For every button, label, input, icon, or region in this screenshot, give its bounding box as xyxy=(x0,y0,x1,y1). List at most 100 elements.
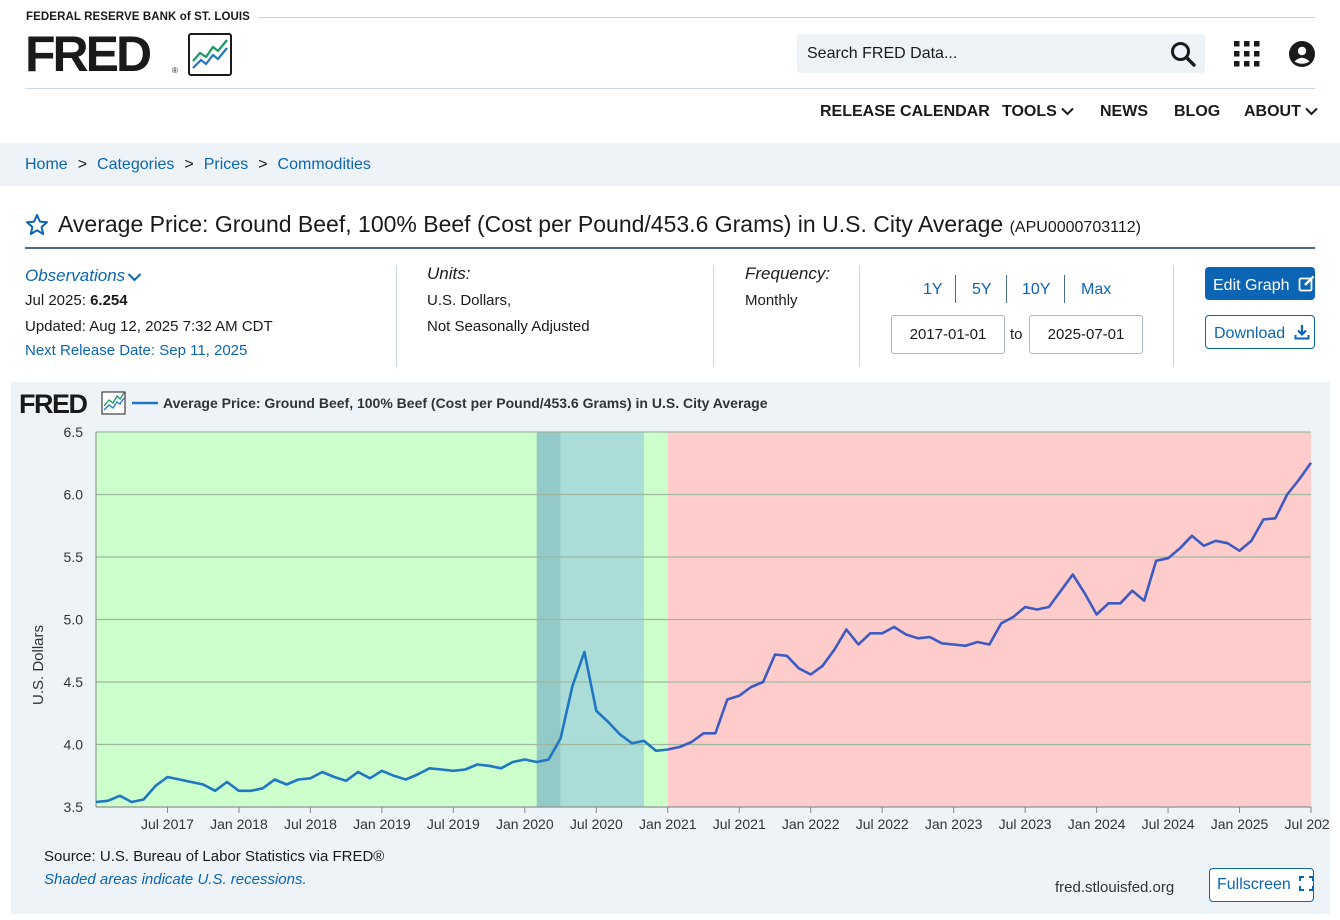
site-link[interactable]: fred.stlouisfed.org xyxy=(1055,879,1175,896)
edit-graph-label: Edit Graph xyxy=(1213,277,1290,294)
breadcrumb-commodities[interactable]: Commodities xyxy=(277,156,371,173)
breadcrumb-bar: Home > Categories > Prices > Commodities xyxy=(0,143,1340,186)
graph-panel: FRED Average Price: Ground Beef, 100% Be… xyxy=(11,382,1330,914)
series-id: (APU0000703112) xyxy=(1009,219,1141,236)
units-value-line1: U.S. Dollars, xyxy=(427,292,512,309)
obs-value: 6.254 xyxy=(90,292,128,309)
page-title: Average Price: Ground Beef, 100% Beef (C… xyxy=(58,211,1141,238)
breadcrumb-categories[interactable]: Categories xyxy=(97,156,175,173)
search-icon[interactable] xyxy=(1169,40,1197,68)
recession-note: Shaded areas indicate U.S. recessions. xyxy=(44,871,307,888)
apps-grid-icon[interactable] xyxy=(1234,41,1260,67)
range-1y-button[interactable]: 1Y xyxy=(923,281,943,298)
latest-observation: Jul 2025: 6.254 xyxy=(25,292,128,309)
x-tick-label: Jan 2020 xyxy=(496,816,554,832)
breadcrumb-separator: > xyxy=(184,156,194,173)
y-tick-label: 5.5 xyxy=(64,549,84,565)
chevron-down-icon xyxy=(1305,108,1318,116)
source-text: Source: U.S. Bureau of Labor Statistics … xyxy=(44,848,385,865)
x-tick-label: Jul 2020 xyxy=(570,816,623,832)
y-tick-label: 6.0 xyxy=(64,487,84,503)
x-tick-label: Jul 2025 xyxy=(1285,816,1330,832)
end-date-input[interactable] xyxy=(1029,315,1143,354)
logo-registered-mark: ® xyxy=(172,66,178,75)
nav-news[interactable]: NEWS xyxy=(1100,103,1148,120)
x-tick-label: Jan 2019 xyxy=(353,816,411,832)
x-tick-label: Jul 2022 xyxy=(856,816,909,832)
x-tick-label: Jan 2022 xyxy=(782,816,840,832)
units-value-line2: Not Seasonally Adjusted xyxy=(427,318,590,335)
breadcrumb-home[interactable]: Home xyxy=(25,156,68,173)
x-tick-label: Jul 2024 xyxy=(1142,816,1195,832)
user-account-icon[interactable] xyxy=(1289,41,1315,67)
range-10y-button[interactable]: 10Y xyxy=(1022,281,1051,298)
y-tick-label: 3.5 xyxy=(64,799,84,815)
x-tick-label: Jan 2025 xyxy=(1211,816,1269,832)
x-tick-label: Jul 2023 xyxy=(999,816,1052,832)
expand-icon xyxy=(1299,876,1315,891)
y-tick-label: 4.5 xyxy=(64,674,84,690)
next-release-link[interactable]: Next Release Date: Sep 11, 2025 xyxy=(25,342,248,359)
fullscreen-label: Fullscreen xyxy=(1217,876,1291,893)
range-separator xyxy=(955,275,956,303)
series-line-early xyxy=(95,650,668,804)
chevron-down-icon xyxy=(1061,108,1074,116)
series-line-late xyxy=(667,462,1313,751)
x-tick-label: Jan 2021 xyxy=(639,816,697,832)
range-5y-button[interactable]: 5Y xyxy=(972,281,992,298)
units-label: Units: xyxy=(427,264,471,283)
nav-about-label: ABOUT xyxy=(1244,103,1301,120)
x-tick-label: Jan 2023 xyxy=(925,816,983,832)
start-date-input[interactable] xyxy=(891,315,1005,354)
y-tick-label: 4.0 xyxy=(64,737,84,753)
observations-toggle[interactable]: Observations xyxy=(25,266,142,286)
series-title-text: Average Price: Ground Beef, 100% Beef (C… xyxy=(58,211,1004,237)
x-tick-label: Jul 2017 xyxy=(141,816,194,832)
date-to-label: to xyxy=(1010,326,1023,343)
fullscreen-button[interactable]: Fullscreen xyxy=(1209,868,1315,902)
x-tick-label: Jan 2018 xyxy=(210,816,268,832)
search-input[interactable] xyxy=(807,34,1157,73)
org-name: FEDERAL RESERVE BANK of ST. LOUIS xyxy=(26,11,250,23)
nav-tools-label: TOOLS xyxy=(1002,103,1057,120)
nav-release-calendar[interactable]: RELEASE CALENDAR xyxy=(820,103,990,120)
breadcrumb-separator: > xyxy=(77,156,88,173)
header-divider xyxy=(25,88,1315,89)
title-divider xyxy=(25,247,1315,249)
main-nav: RELEASE CALENDAR TOOLS NEWS BLOG ABOUT xyxy=(0,103,1340,123)
obs-date: Jul 2025: xyxy=(25,292,86,309)
frequency-value: Monthly xyxy=(745,292,798,309)
breadcrumb-separator: > xyxy=(258,156,268,173)
meta-divider xyxy=(1173,265,1174,367)
header-divider xyxy=(258,17,1315,18)
chevron-down-icon xyxy=(127,272,142,281)
y-tick-label: 6.5 xyxy=(64,424,84,440)
download-label: Download xyxy=(1214,325,1286,342)
breadcrumb-prices[interactable]: Prices xyxy=(203,156,249,173)
nav-about[interactable]: ABOUT xyxy=(1244,103,1318,121)
chart-line-icon xyxy=(101,391,126,415)
chart-line-icon[interactable] xyxy=(188,33,232,76)
nav-tools[interactable]: TOOLS xyxy=(1002,103,1074,121)
edit-graph-button[interactable]: Edit Graph xyxy=(1205,267,1315,300)
chart-fred-logo: FRED xyxy=(19,389,88,419)
meta-divider xyxy=(859,265,860,367)
legend-label: Average Price: Ground Beef, 100% Beef (C… xyxy=(163,395,768,411)
x-tick-label: Jan 2024 xyxy=(1068,816,1126,832)
chart: FRED Average Price: Ground Beef, 100% Be… xyxy=(19,389,1330,832)
meta-divider xyxy=(396,265,397,367)
range-max-button[interactable]: Max xyxy=(1081,281,1112,298)
updated-timestamp: Updated: Aug 12, 2025 7:32 AM CDT xyxy=(25,318,273,335)
meta-divider xyxy=(713,265,714,367)
x-tick-label: Jul 2021 xyxy=(713,816,766,832)
nav-blog[interactable]: BLOG xyxy=(1174,103,1221,120)
star-favorite-icon[interactable] xyxy=(25,213,49,237)
download-icon xyxy=(1294,325,1310,340)
download-button[interactable]: Download xyxy=(1205,315,1315,349)
edit-icon xyxy=(1298,275,1315,292)
range-separator xyxy=(1006,275,1007,303)
x-tick-label: Jul 2018 xyxy=(284,816,337,832)
fred-logo[interactable]: FRED xyxy=(25,26,152,82)
observations-label: Observations xyxy=(25,266,126,285)
y-axis-label: U.S. Dollars xyxy=(30,625,47,705)
